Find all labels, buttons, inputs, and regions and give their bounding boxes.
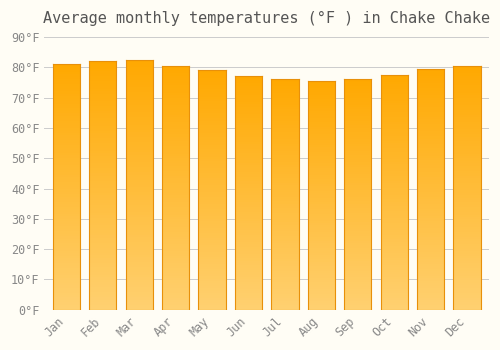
Title: Average monthly temperatures (°F ) in Chake Chake: Average monthly temperatures (°F ) in Ch… <box>43 11 490 26</box>
